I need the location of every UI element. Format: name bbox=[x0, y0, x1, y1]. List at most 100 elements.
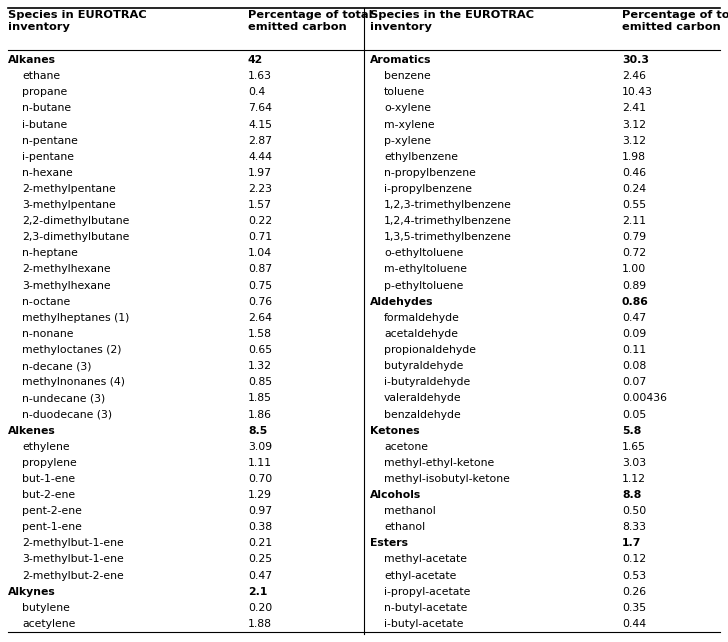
Text: ethylene: ethylene bbox=[22, 442, 70, 452]
Text: ethane: ethane bbox=[22, 71, 60, 81]
Text: but-1-ene: but-1-ene bbox=[22, 474, 75, 484]
Text: 0.07: 0.07 bbox=[622, 377, 646, 387]
Text: 10.43: 10.43 bbox=[622, 87, 653, 98]
Text: ethyl-acetate: ethyl-acetate bbox=[384, 571, 456, 580]
Text: 3.12: 3.12 bbox=[622, 119, 646, 130]
Text: m-xylene: m-xylene bbox=[384, 119, 435, 130]
Text: 0.11: 0.11 bbox=[622, 345, 646, 355]
Text: 1.7: 1.7 bbox=[622, 539, 641, 548]
Text: pent-2-ene: pent-2-ene bbox=[22, 506, 82, 516]
Text: Alcohols: Alcohols bbox=[370, 490, 422, 500]
Text: n-duodecane (3): n-duodecane (3) bbox=[22, 410, 112, 419]
Text: 2-methylhexane: 2-methylhexane bbox=[22, 265, 111, 275]
Text: n-propylbenzene: n-propylbenzene bbox=[384, 168, 476, 178]
Text: 0.85: 0.85 bbox=[248, 377, 272, 387]
Text: o-ethyltoluene: o-ethyltoluene bbox=[384, 248, 464, 258]
Text: 1,3,5-trimethylbenzene: 1,3,5-trimethylbenzene bbox=[384, 232, 512, 242]
Text: 0.79: 0.79 bbox=[622, 232, 646, 242]
Text: formaldehyde: formaldehyde bbox=[384, 313, 460, 323]
Text: 0.08: 0.08 bbox=[622, 361, 646, 371]
Text: 0.70: 0.70 bbox=[248, 474, 272, 484]
Text: methylnonanes (4): methylnonanes (4) bbox=[22, 377, 125, 387]
Text: n-heptane: n-heptane bbox=[22, 248, 78, 258]
Text: 0.86: 0.86 bbox=[622, 297, 649, 307]
Text: 1.65: 1.65 bbox=[622, 442, 646, 452]
Text: i-pentane: i-pentane bbox=[22, 152, 74, 162]
Text: 1.97: 1.97 bbox=[248, 168, 272, 178]
Text: 3-methylhexane: 3-methylhexane bbox=[22, 281, 111, 291]
Text: 7.64: 7.64 bbox=[248, 103, 272, 114]
Text: 0.4: 0.4 bbox=[248, 87, 265, 98]
Text: n-octane: n-octane bbox=[22, 297, 70, 307]
Text: 0.76: 0.76 bbox=[248, 297, 272, 307]
Text: 4.15: 4.15 bbox=[248, 119, 272, 130]
Text: 1.57: 1.57 bbox=[248, 200, 272, 210]
Text: 30.3: 30.3 bbox=[622, 55, 649, 65]
Text: propylene: propylene bbox=[22, 458, 76, 468]
Text: 0.12: 0.12 bbox=[622, 555, 646, 564]
Text: i-propyl-acetate: i-propyl-acetate bbox=[384, 587, 470, 596]
Text: 3-methylbut-1-ene: 3-methylbut-1-ene bbox=[22, 555, 124, 564]
Text: 0.46: 0.46 bbox=[622, 168, 646, 178]
Text: 1.29: 1.29 bbox=[248, 490, 272, 500]
Text: 0.25: 0.25 bbox=[248, 555, 272, 564]
Text: 0.38: 0.38 bbox=[248, 523, 272, 532]
Text: 0.22: 0.22 bbox=[248, 216, 272, 226]
Text: 2.64: 2.64 bbox=[248, 313, 272, 323]
Text: 2.23: 2.23 bbox=[248, 184, 272, 194]
Text: ethylbenzene: ethylbenzene bbox=[384, 152, 458, 162]
Text: 2-methylbut-2-ene: 2-methylbut-2-ene bbox=[22, 571, 124, 580]
Text: Percentage of total
emitted carbon: Percentage of total emitted carbon bbox=[248, 10, 373, 32]
Text: p-xylene: p-xylene bbox=[384, 135, 431, 146]
Text: 1.98: 1.98 bbox=[622, 152, 646, 162]
Text: 1.12: 1.12 bbox=[622, 474, 646, 484]
Text: 0.47: 0.47 bbox=[622, 313, 646, 323]
Text: 0.71: 0.71 bbox=[248, 232, 272, 242]
Text: 1.86: 1.86 bbox=[248, 410, 272, 419]
Text: propane: propane bbox=[22, 87, 67, 98]
Text: benzaldehyde: benzaldehyde bbox=[384, 410, 461, 419]
Text: n-decane (3): n-decane (3) bbox=[22, 361, 92, 371]
Text: 0.20: 0.20 bbox=[248, 603, 272, 613]
Text: 1.88: 1.88 bbox=[248, 619, 272, 629]
Text: Aldehydes: Aldehydes bbox=[370, 297, 433, 307]
Text: i-butyl-acetate: i-butyl-acetate bbox=[384, 619, 464, 629]
Text: n-butyl-acetate: n-butyl-acetate bbox=[384, 603, 467, 613]
Text: o-xylene: o-xylene bbox=[384, 103, 431, 114]
Text: 3.09: 3.09 bbox=[248, 442, 272, 452]
Text: 4.44: 4.44 bbox=[248, 152, 272, 162]
Text: 2-methylpentane: 2-methylpentane bbox=[22, 184, 116, 194]
Text: Species in EUROTRAC
inventory: Species in EUROTRAC inventory bbox=[8, 10, 146, 32]
Text: 2-methylbut-1-ene: 2-methylbut-1-ene bbox=[22, 539, 124, 548]
Text: propionaldehyde: propionaldehyde bbox=[384, 345, 476, 355]
Text: 0.47: 0.47 bbox=[248, 571, 272, 580]
Text: n-undecane (3): n-undecane (3) bbox=[22, 394, 106, 403]
Text: Species in the EUROTRAC
inventory: Species in the EUROTRAC inventory bbox=[370, 10, 534, 32]
Text: acetaldehyde: acetaldehyde bbox=[384, 329, 458, 339]
Text: benzene: benzene bbox=[384, 71, 431, 81]
Text: methyl-acetate: methyl-acetate bbox=[384, 555, 467, 564]
Text: Aromatics: Aromatics bbox=[370, 55, 432, 65]
Text: 2,2-dimethylbutane: 2,2-dimethylbutane bbox=[22, 216, 130, 226]
Text: acetone: acetone bbox=[384, 442, 428, 452]
Text: 0.44: 0.44 bbox=[622, 619, 646, 629]
Text: Percentage of total
emitted carbon: Percentage of total emitted carbon bbox=[622, 10, 728, 32]
Text: Esters: Esters bbox=[370, 539, 408, 548]
Text: butyraldehyde: butyraldehyde bbox=[384, 361, 464, 371]
Text: 8.8: 8.8 bbox=[622, 490, 641, 500]
Text: p-ethyltoluene: p-ethyltoluene bbox=[384, 281, 464, 291]
Text: 42: 42 bbox=[248, 55, 264, 65]
Text: 2.11: 2.11 bbox=[622, 216, 646, 226]
Text: methanol: methanol bbox=[384, 506, 436, 516]
Text: i-propylbenzene: i-propylbenzene bbox=[384, 184, 472, 194]
Text: 3.12: 3.12 bbox=[622, 135, 646, 146]
Text: 0.72: 0.72 bbox=[622, 248, 646, 258]
Text: 1.85: 1.85 bbox=[248, 394, 272, 403]
Text: 0.97: 0.97 bbox=[248, 506, 272, 516]
Text: 0.35: 0.35 bbox=[622, 603, 646, 613]
Text: butylene: butylene bbox=[22, 603, 70, 613]
Text: Alkenes: Alkenes bbox=[8, 426, 56, 436]
Text: 0.24: 0.24 bbox=[622, 184, 646, 194]
Text: n-butane: n-butane bbox=[22, 103, 71, 114]
Text: 8.33: 8.33 bbox=[622, 523, 646, 532]
